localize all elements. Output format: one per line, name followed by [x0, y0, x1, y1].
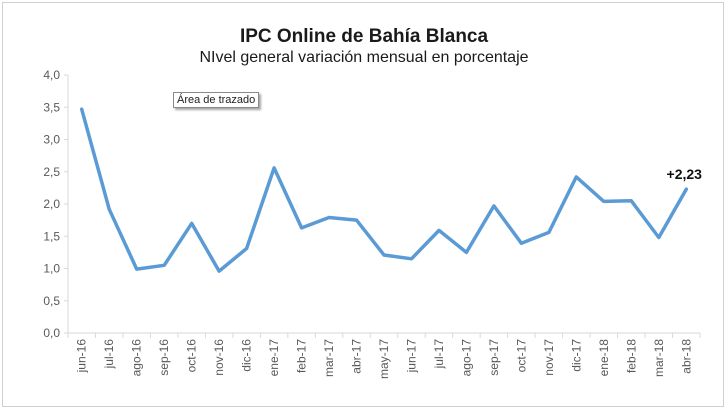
series-line [79, 107, 689, 273]
y-tick-label: 0,5 [43, 294, 60, 308]
y-tick-label: 3,0 [43, 133, 60, 147]
plot-area-tooltip: Área de trazado [173, 92, 260, 108]
x-tick-label: ene-17 [267, 339, 281, 377]
x-tick-label: ago-17 [459, 339, 473, 377]
x-tick-label: nov-16 [212, 339, 226, 376]
x-tick-label: feb-18 [624, 339, 638, 373]
x-tick-label: abr-18 [679, 339, 693, 374]
y-tick-label: 2,0 [43, 197, 60, 211]
x-tick-label: may-17 [377, 339, 391, 379]
chart-frame [2, 2, 724, 407]
y-tick-label: 4,0 [43, 68, 60, 82]
x-tick-label: ene-18 [597, 339, 611, 377]
x-tick-label: jul-17 [432, 339, 446, 370]
x-tick-label: oct-16 [185, 339, 199, 373]
chart-subtitle: NIvel general variación mensual en porce… [199, 49, 529, 66]
x-tick-label: abr-17 [350, 339, 364, 374]
x-tick-label: dic-17 [569, 339, 583, 372]
labels: +2,23 [667, 166, 703, 182]
x-tick-label: jun-17 [404, 339, 418, 374]
axes: 0,0 0,5 1,0 1,5 2,0 2,5 3,0 3,5 4,0 jun-16 jul-16 a… [43, 68, 701, 379]
y-tick-label: 0,0 [43, 326, 60, 340]
x-tick-label: ago-16 [130, 339, 144, 377]
y-tick-label: 3,5 [43, 100, 60, 114]
x-tick-label: feb-17 [295, 339, 309, 373]
x-tick-label: mar-17 [322, 339, 336, 377]
y-tick-label: 1,5 [43, 229, 60, 243]
chart-title: IPC Online de Bahía Blanca [239, 26, 489, 47]
series-line-group [79, 107, 689, 273]
x-tick-label: oct-17 [514, 339, 528, 373]
x-tick-label: nov-17 [542, 339, 556, 376]
x-tick-label: mar-18 [652, 339, 666, 377]
y-tick-label: 1,0 [43, 262, 60, 276]
x-tick-label: jun-16 [75, 339, 89, 374]
data-label: +2,23 [667, 166, 703, 182]
x-tick-label: sep-17 [487, 339, 501, 376]
x-tick-label: jul-16 [102, 339, 116, 370]
x-tick-label: dic-16 [240, 339, 254, 372]
x-tick-label: sep-16 [157, 339, 171, 376]
y-tick-label: 2,5 [43, 165, 60, 179]
